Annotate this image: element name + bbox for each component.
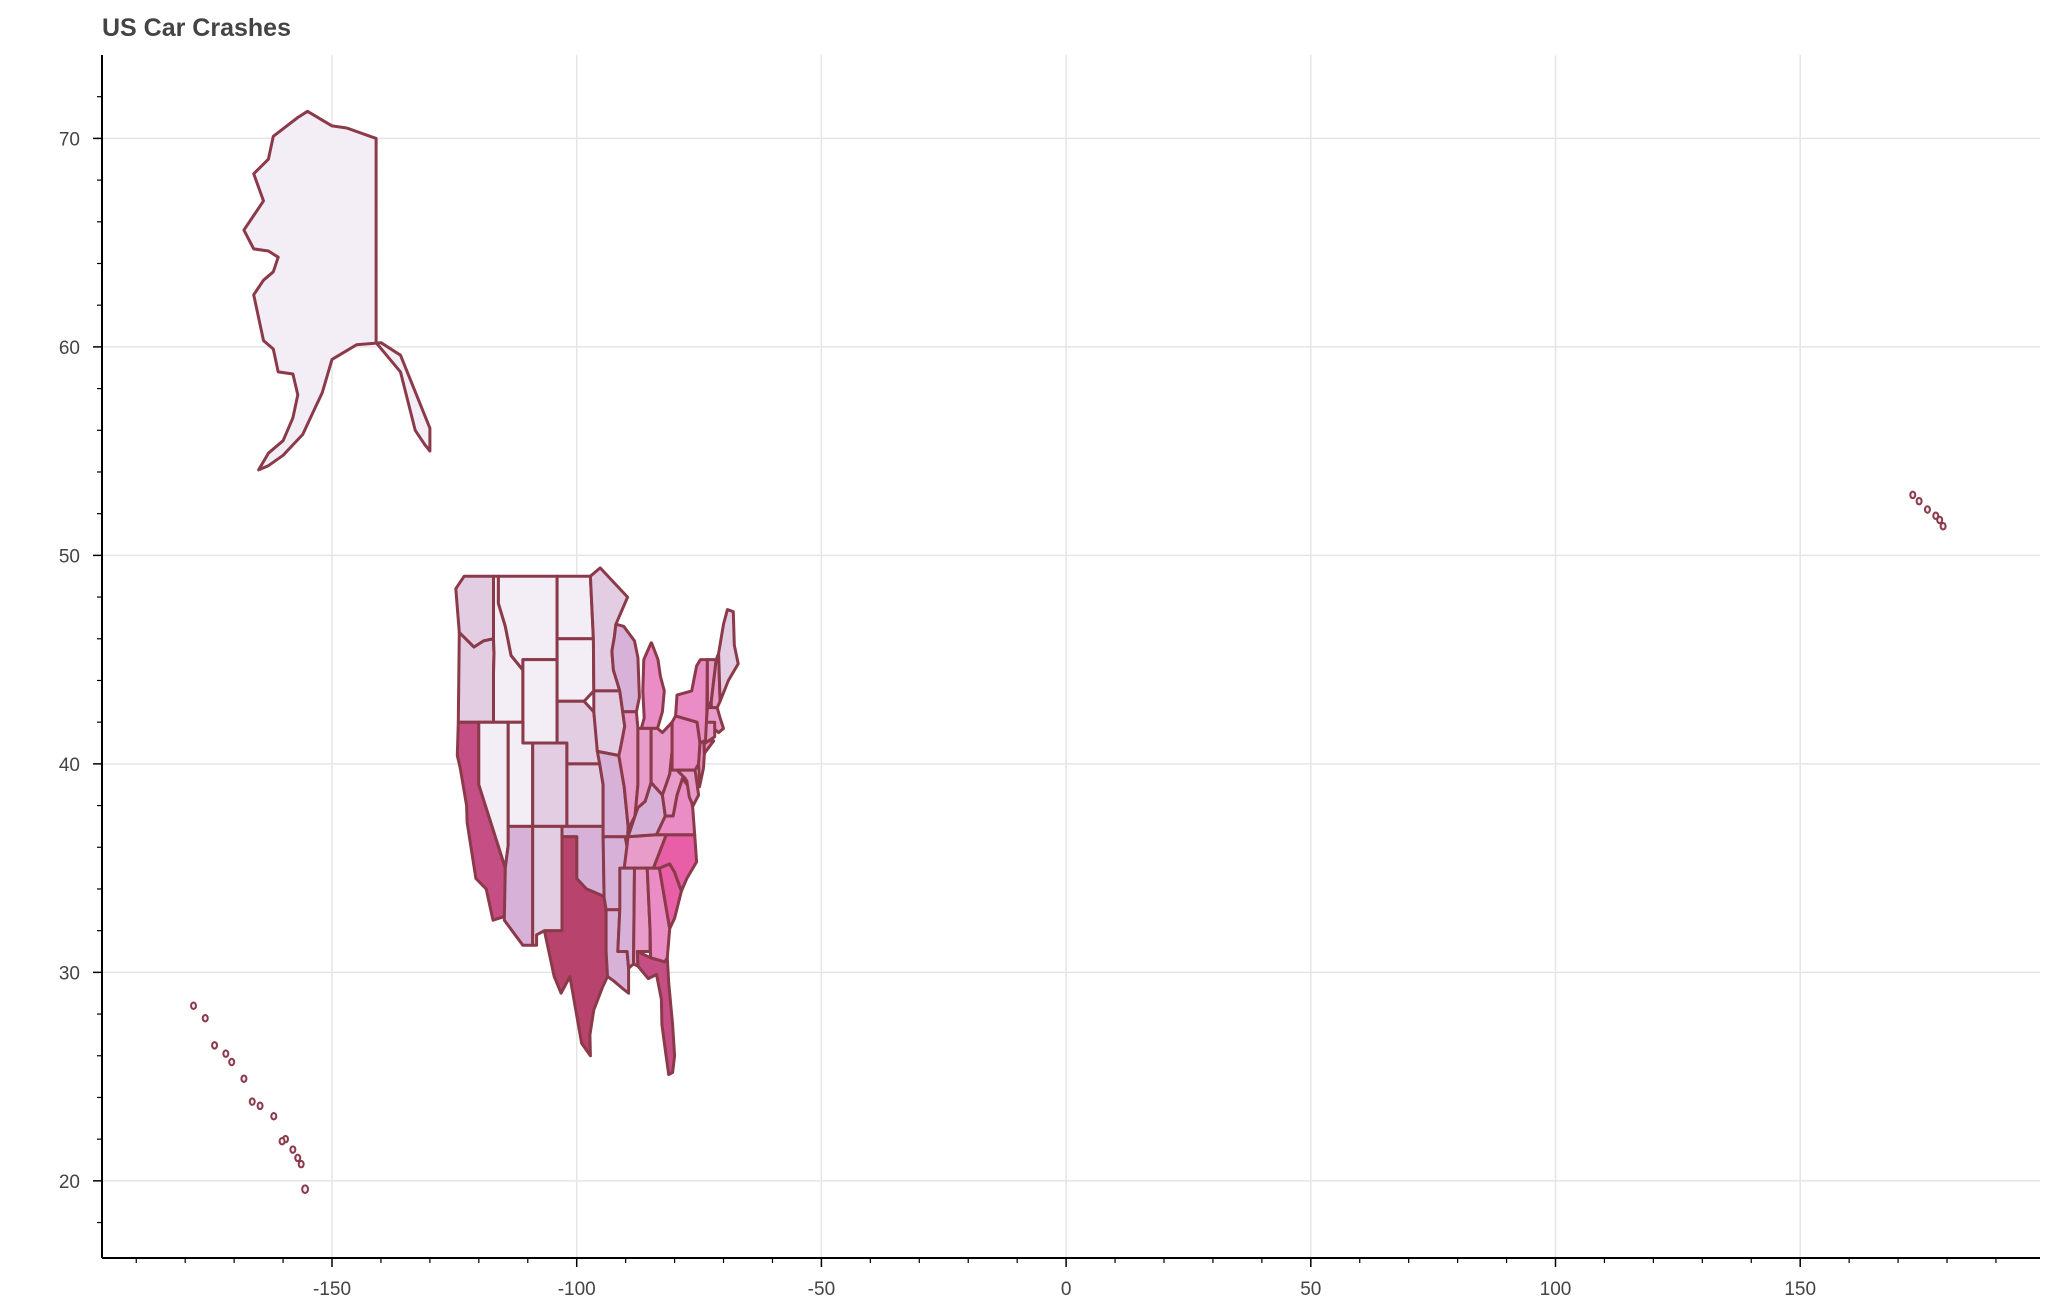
state-maryland[interactable] bbox=[675, 768, 701, 808]
x-tick-label: -50 bbox=[808, 1279, 835, 1300]
state-michigan[interactable] bbox=[639, 641, 666, 730]
island[interactable] bbox=[1939, 521, 1947, 531]
x-tick-label: 100 bbox=[1540, 1279, 1572, 1300]
y-tick-label: 50 bbox=[59, 546, 80, 567]
island[interactable] bbox=[301, 1184, 310, 1195]
regions bbox=[190, 109, 1947, 1195]
chart-title: US Car Crashes bbox=[102, 14, 291, 42]
x-tick-label: 0 bbox=[1061, 1279, 1072, 1300]
island[interactable] bbox=[228, 1057, 236, 1067]
state-arizona[interactable] bbox=[502, 824, 535, 947]
x-tick-label: 150 bbox=[1784, 1279, 1816, 1300]
state-kansas[interactable] bbox=[565, 762, 605, 828]
state-wyoming[interactable] bbox=[521, 658, 559, 745]
state-maine[interactable] bbox=[717, 608, 740, 703]
y-tick-label: 20 bbox=[59, 1172, 80, 1193]
y-tick-label: 30 bbox=[59, 963, 80, 984]
state-illinois[interactable] bbox=[617, 710, 640, 828]
island[interactable] bbox=[1915, 496, 1923, 506]
grid bbox=[102, 55, 2040, 1258]
state-south-dakota[interactable] bbox=[555, 637, 596, 703]
state-pennsylvania[interactable] bbox=[670, 714, 702, 772]
axes: -150 -100 -50 0 50 100 150 20 30 40 50 60 70 bbox=[59, 55, 2040, 1300]
island[interactable] bbox=[240, 1074, 248, 1083]
island[interactable] bbox=[1936, 515, 1944, 525]
state-oregon[interactable] bbox=[456, 631, 496, 724]
island[interactable] bbox=[270, 1111, 278, 1121]
island[interactable] bbox=[190, 1001, 198, 1010]
state-texas[interactable] bbox=[542, 835, 609, 1058]
island[interactable] bbox=[211, 1041, 219, 1050]
x-tick-label: -100 bbox=[558, 1279, 596, 1300]
y-tick-label: 60 bbox=[59, 338, 80, 359]
y-tick-label: 40 bbox=[59, 755, 80, 776]
y-tick-label: 70 bbox=[59, 129, 80, 150]
x-tick-label: 50 bbox=[1300, 1279, 1321, 1300]
island[interactable] bbox=[1909, 490, 1917, 500]
state-alaska[interactable] bbox=[242, 109, 432, 472]
island[interactable] bbox=[1923, 505, 1931, 514]
state-new-mexico[interactable] bbox=[531, 824, 564, 947]
island[interactable] bbox=[248, 1097, 256, 1106]
island[interactable] bbox=[294, 1153, 302, 1163]
island-group-aleutians bbox=[1909, 490, 1947, 531]
island[interactable] bbox=[201, 1013, 209, 1023]
state-florida[interactable] bbox=[635, 950, 677, 1076]
island[interactable] bbox=[297, 1159, 305, 1169]
state-north-dakota[interactable] bbox=[555, 574, 595, 641]
state-connecticut[interactable] bbox=[703, 720, 717, 745]
island[interactable] bbox=[289, 1145, 297, 1154]
island[interactable] bbox=[256, 1101, 264, 1111]
island[interactable] bbox=[278, 1136, 286, 1146]
state-colorado[interactable] bbox=[531, 741, 569, 828]
x-tick-label: -150 bbox=[313, 1279, 351, 1300]
island-group-hawaii bbox=[190, 1001, 310, 1195]
island[interactable] bbox=[222, 1049, 230, 1058]
